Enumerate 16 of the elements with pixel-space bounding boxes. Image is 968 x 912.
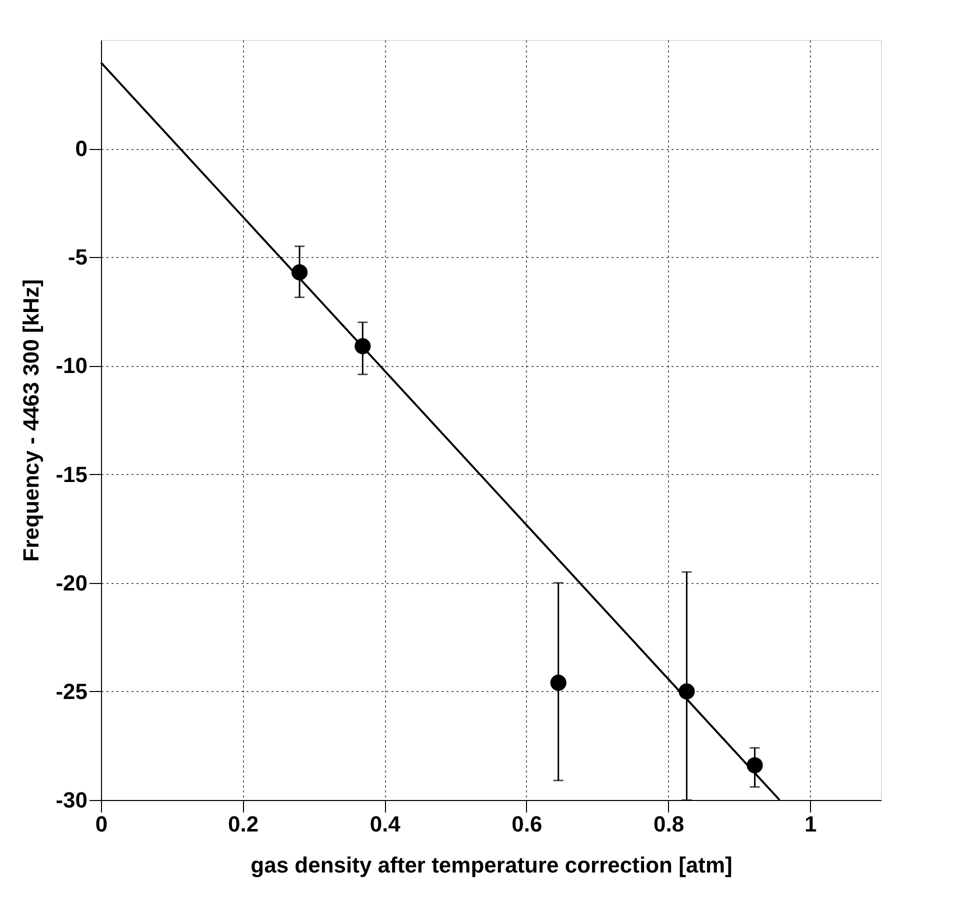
y-axis-title: Frequency - 4463 300 [kHz] — [18, 279, 44, 562]
x-tick-label: 0 — [95, 812, 108, 836]
x-tick-label: 0.2 — [228, 812, 259, 836]
y-tick-label: -10 — [56, 353, 88, 378]
y-tick-label: -20 — [56, 570, 88, 596]
x-tick-label: 0.6 — [512, 812, 542, 836]
y-tick-label: -25 — [56, 678, 88, 704]
point — [550, 674, 566, 691]
y-tick-label: 0 — [75, 136, 88, 162]
x-axis-title: gas density after temperature correction [atm] — [250, 852, 732, 878]
y-tick-label: -30 — [56, 788, 88, 812]
y-tick-label: -15 — [56, 462, 88, 487]
x-tick-label: 0.4 — [370, 812, 402, 836]
x-tick-label: 0.8 — [653, 812, 684, 836]
x-tick-label: 1 — [804, 812, 817, 836]
y-tick-label: -5 — [68, 244, 88, 270]
